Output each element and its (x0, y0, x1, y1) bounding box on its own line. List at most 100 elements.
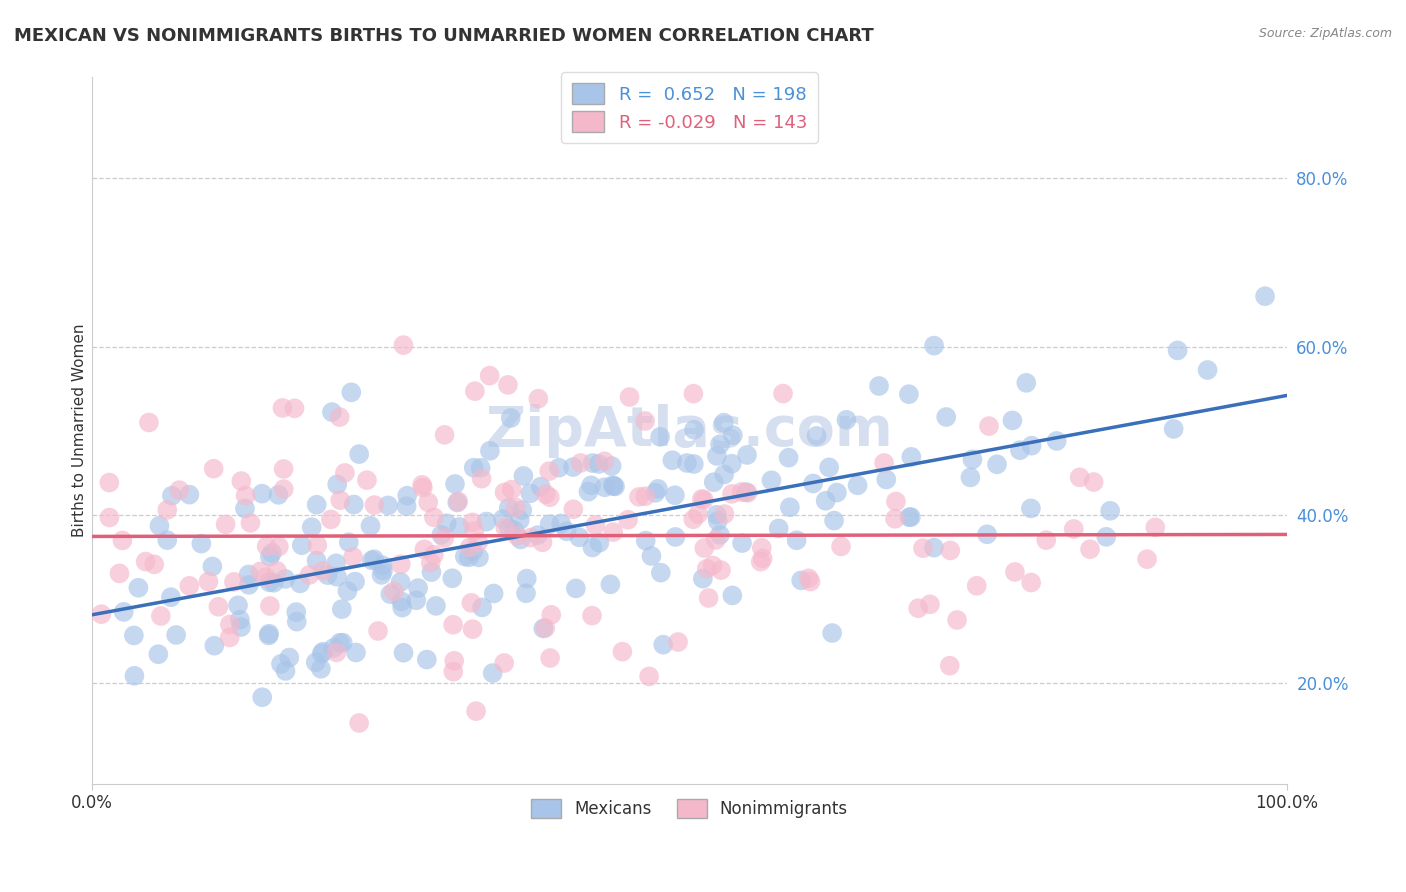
Point (779, 500, 801, 515)
Point (510, 503, 533, 517)
Point (873, 456, 896, 470)
Point (332, 636, 354, 650)
Point (112, 605, 135, 619)
Point (250, 486, 273, 500)
Point (585, 518, 607, 533)
Point (918, 597, 941, 611)
Point (509, 533, 531, 547)
Point (690, 491, 713, 506)
Point (449, 520, 471, 534)
Point (801, 476, 824, 491)
Point (519, 531, 541, 545)
Point (267, 540, 290, 554)
Point (233, 501, 256, 516)
Point (143, 558, 166, 572)
Point (538, 464, 561, 478)
Point (697, 591, 720, 605)
Point (447, 494, 470, 508)
Point (494, 485, 516, 500)
Point (160, 489, 183, 503)
Point (283, 401, 305, 416)
Point (922, 338, 945, 352)
Point (326, 477, 349, 491)
Point (356, 473, 378, 487)
Point (325, 557, 347, 571)
Point (481, 666, 503, 681)
Point (333, 466, 356, 480)
Point (830, 540, 852, 554)
Point (288, 576, 311, 591)
Legend: Mexicans, Nonimmigrants: Mexicans, Nonimmigrants (524, 792, 855, 825)
Point (682, 386, 704, 401)
Point (226, 599, 249, 613)
Point (786, 533, 808, 548)
Point (371, 558, 394, 573)
Text: MEXICAN VS NONIMMIGRANTS BIRTHS TO UNMARRIED WOMEN CORRELATION CHART: MEXICAN VS NONIMMIGRANTS BIRTHS TO UNMAR… (14, 27, 873, 45)
Point (509, 513, 531, 527)
Point (627, 490, 650, 504)
Point (257, 628, 280, 642)
Point (835, 413, 858, 427)
Point (436, 516, 458, 531)
Point (329, 493, 352, 508)
Point (772, 386, 794, 401)
Point (412, 481, 434, 495)
Point (298, 568, 321, 582)
Point (1095, 530, 1118, 544)
Point (380, 587, 402, 601)
Point (683, 423, 706, 437)
Point (686, 507, 709, 521)
Point (363, 552, 385, 566)
Point (884, 494, 907, 508)
Point (652, 638, 675, 652)
Point (907, 601, 929, 615)
Point (530, 480, 553, 494)
Point (713, 416, 735, 430)
Point (138, 416, 160, 430)
Point (962, 452, 984, 467)
Point (640, 549, 662, 563)
Point (693, 492, 716, 507)
Point (342, 549, 364, 564)
Point (405, 593, 427, 607)
Point (935, 409, 957, 424)
Point (799, 574, 821, 589)
Point (392, 646, 415, 660)
Point (721, 487, 744, 501)
Point (797, 571, 820, 585)
Point (664, 488, 686, 502)
Point (778, 450, 800, 465)
Point (218, 617, 240, 632)
Point (156, 503, 179, 517)
Point (721, 589, 744, 603)
Point (512, 469, 534, 483)
Point (218, 631, 240, 645)
Point (463, 524, 485, 538)
Point (599, 577, 621, 591)
Point (735, 485, 758, 500)
Point (506, 529, 529, 543)
Point (751, 551, 773, 566)
Point (505, 500, 527, 515)
Point (602, 479, 624, 493)
Point (312, 645, 335, 659)
Point (238, 578, 260, 592)
Point (239, 516, 262, 530)
Point (454, 549, 477, 564)
Point (478, 368, 501, 383)
Point (336, 584, 359, 599)
Point (825, 485, 848, 500)
Point (367, 624, 389, 638)
Point (291, 538, 314, 552)
Point (634, 414, 657, 428)
Point (160, 590, 183, 604)
Point (259, 575, 281, 590)
Point (588, 457, 610, 471)
Point (179, 488, 201, 502)
Point (179, 579, 201, 593)
Point (156, 533, 179, 548)
Point (460, 596, 482, 610)
Point (562, 502, 585, 516)
Point (676, 456, 699, 470)
Point (425, 599, 447, 613)
